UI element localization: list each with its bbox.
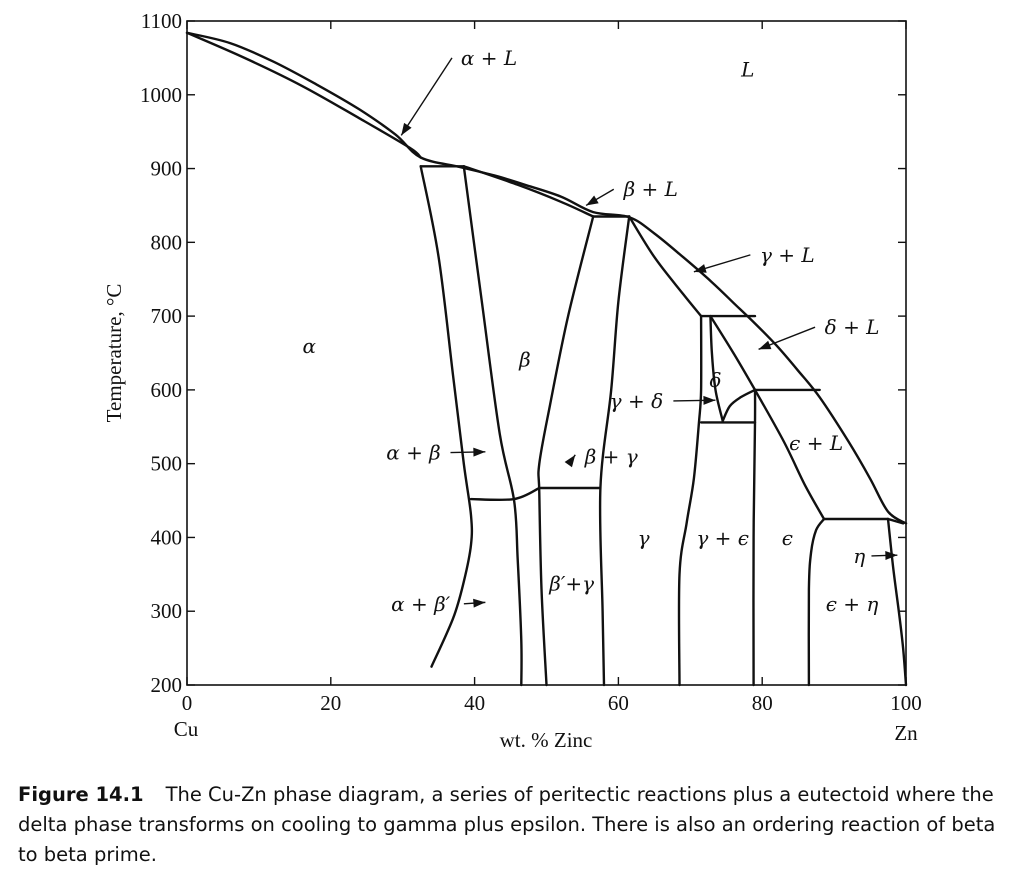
annotation-label: ϵ + L	[789, 431, 843, 455]
phase-boundary-delta-L-bottom	[709, 314, 757, 392]
x-tick-label: 80	[752, 691, 773, 715]
annotation-label: η	[853, 544, 865, 568]
annotation-arrowhead	[564, 454, 576, 468]
annotation-label: γ + δ	[610, 389, 663, 413]
x-tick-label: 60	[608, 691, 629, 715]
y-tick-label: 600	[151, 378, 183, 402]
phase-boundary-alpha-solvus	[419, 165, 474, 668]
annotation-label: α + β	[386, 441, 441, 465]
annotation-arrowhead	[586, 195, 599, 206]
annotation-label: α + L	[461, 46, 517, 70]
region-label: γ + ϵ	[696, 526, 749, 550]
annotation-arrowhead	[703, 395, 716, 405]
y-tick-label: 400	[151, 525, 183, 549]
phase-boundary-solidus-alpha	[185, 31, 422, 159]
phase-boundary-beta-right	[537, 215, 595, 687]
y-tick-label: 500	[151, 452, 183, 476]
annotation-arrowhead	[758, 340, 772, 350]
x-tick-label: 40	[464, 691, 485, 715]
y-tick-label: 1100	[141, 9, 182, 33]
y-tick-label: 800	[151, 230, 183, 254]
x-tick-label: 20	[320, 691, 341, 715]
y-axis-title: Temperature, °C	[102, 284, 126, 423]
region-label: β	[518, 347, 531, 371]
phase-boundary-beta-left	[462, 165, 523, 687]
annotation-label: β + γ	[584, 444, 638, 468]
phase-boundary-epsilon-left	[752, 388, 757, 687]
phase-boundary-delta-left	[709, 314, 724, 423]
phase-boundary-epsilon-right	[807, 517, 826, 687]
phase-boundary-eta-line	[886, 517, 905, 525]
annotation-arrow-line	[400, 57, 453, 136]
phase-boundary-line-454	[469, 486, 541, 502]
phase-boundary-beta-plus-L-bottom	[462, 165, 595, 218]
y-tick-label: 900	[151, 157, 183, 181]
annotation-label: δ + L	[825, 315, 880, 339]
figure-caption-label: Figure 14.1	[18, 783, 144, 806]
x-tick-label: 100	[890, 691, 922, 715]
region-label: γ	[638, 526, 650, 550]
region-label: β′+γ	[548, 572, 594, 596]
x-tick-label: 0	[182, 691, 193, 715]
region-label: L	[740, 57, 754, 81]
annotation-arrowhead	[473, 598, 486, 608]
y-tick-label: 1000	[140, 83, 182, 107]
annotation-label: α + β′	[391, 592, 451, 616]
region-label: δ	[709, 368, 721, 392]
x-axis-title: wt. % Zinc	[500, 728, 593, 752]
annotation-arrowhead	[473, 447, 486, 457]
y-tick-label: 300	[151, 599, 183, 623]
figure-caption: Figure 14.1 The Cu-Zn phase diagram, a se…	[18, 780, 1014, 870]
phase-boundary-gamma-right	[677, 314, 703, 687]
phase-boundary-delta-right	[721, 388, 757, 423]
phase-boundary-eta-solvus	[886, 517, 908, 687]
annotation-arrowhead	[401, 122, 412, 136]
annotation-label: γ + L	[760, 243, 815, 267]
figure-caption-text: The Cu-Zn phase diagram, a series of per…	[18, 783, 996, 866]
y-tick-label: 200	[151, 673, 183, 697]
annotation-arrowhead	[885, 550, 898, 560]
x-axis-end-label-zn: Zn	[894, 721, 918, 745]
x-axis-end-label-cu: Cu	[174, 717, 199, 741]
phase-diagram: 200 300 400 500 600 700 800 900 1000 1100 0 20 40 60 8…	[102, 9, 922, 752]
phase-boundary-gamma-left	[598, 215, 631, 687]
y-tick-label: 700	[151, 304, 183, 328]
annotation-label: β + L	[623, 177, 678, 201]
plot-frame	[186, 20, 907, 686]
region-label: ϵ	[782, 526, 793, 550]
region-label: ϵ + η	[826, 592, 879, 616]
region-label: α	[302, 334, 316, 358]
annotation-arrowhead	[693, 264, 707, 273]
phase-boundary-gamma-L	[628, 215, 703, 318]
phase-boundary-epsilon-L-bottom	[753, 388, 826, 521]
